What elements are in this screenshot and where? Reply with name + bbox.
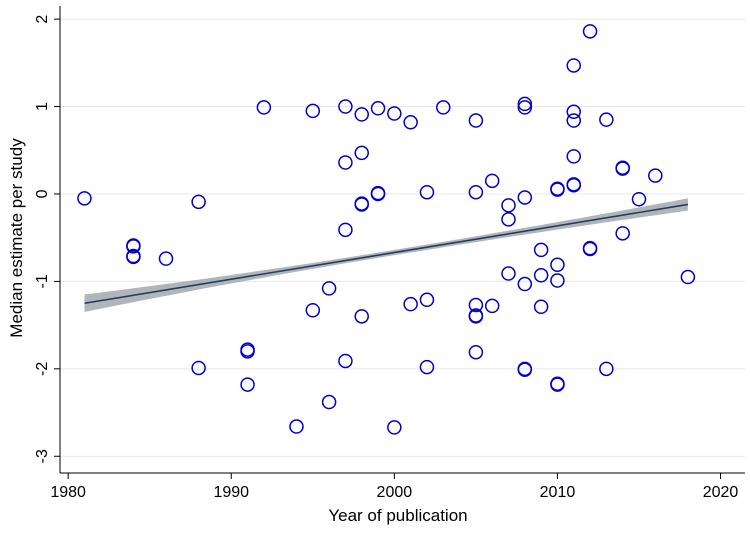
data-point [387,420,402,435]
data-point [566,177,581,193]
data-point [321,281,337,296]
data-point [338,155,353,170]
y-tick-label: 1 [34,102,51,111]
data-point [566,149,581,164]
data-point [419,359,435,375]
data-point [468,113,484,128]
data-point [484,173,500,189]
data-point [615,161,630,176]
y-tick-label: -3 [34,449,51,463]
data-point [419,184,435,200]
data-point [517,96,533,112]
x-tick-label: 1980 [50,484,86,501]
data-point [240,344,255,359]
data-point [680,269,696,285]
y-tick-label: -2 [34,362,51,376]
data-point [338,99,353,114]
data-point [517,100,533,115]
data-point [517,190,533,205]
data-point [468,184,484,200]
data-point [305,103,321,119]
data-point [566,113,581,128]
data-point [566,104,581,120]
data-point [566,58,581,73]
data-point [191,360,206,376]
data-point [648,168,663,183]
x-tick-label: 2020 [703,484,739,501]
data-point [517,362,533,377]
data-point [419,292,435,308]
data-point [501,198,516,213]
data-point [484,298,500,314]
data-point [354,107,369,122]
y-tick-label: 0 [34,189,51,198]
data-point [582,24,598,39]
data-points [77,24,696,435]
data-point [599,361,614,377]
data-point [468,297,484,313]
data-point [387,106,402,121]
fit-line [84,203,689,305]
data-point [403,115,418,130]
data-point [631,191,647,207]
data-point [533,299,549,315]
data-point [77,191,92,206]
data-point [550,377,565,392]
data-point [354,309,369,324]
data-point [501,212,516,227]
data-point [256,100,272,115]
data-point [289,419,304,434]
data-point [354,197,369,212]
axes [59,6,745,474]
data-point [533,268,549,283]
y-tick-label: -1 [34,274,51,288]
x-axis-title: Year of publication [328,506,467,525]
grid-lines [60,18,745,457]
x-tick-label: 2000 [377,484,413,501]
x-tick-label: 1990 [213,484,249,501]
y-tick-label: 2 [34,15,51,24]
data-point [338,353,353,369]
data-point [338,222,353,238]
data-point [158,251,174,266]
data-point [321,394,337,410]
data-point [501,266,516,281]
data-point [468,309,484,324]
data-point [126,249,141,265]
data-point [517,276,533,292]
data-point [533,242,549,258]
data-point [126,239,141,254]
data-point [240,377,255,392]
data-point [354,145,369,161]
confidence-band-layer [84,198,689,312]
data-point [191,194,206,210]
confidence-band [84,198,688,312]
data-point [599,112,614,127]
data-point [370,185,386,201]
data-point [550,273,565,288]
data-point [615,226,630,241]
data-point [370,101,386,116]
x-tick-label: 2010 [540,484,576,501]
data-point [550,182,565,197]
data-point [550,257,565,273]
data-point [468,344,484,360]
data-point [582,241,598,257]
tick-labels: 2 1 0 -1 -2 -3 1980 1990 2000 2010 2020 [34,15,738,501]
data-point [403,296,418,312]
data-point [436,100,451,115]
data-point [305,303,321,318]
y-axis-title: Median estimate per study [7,138,26,338]
